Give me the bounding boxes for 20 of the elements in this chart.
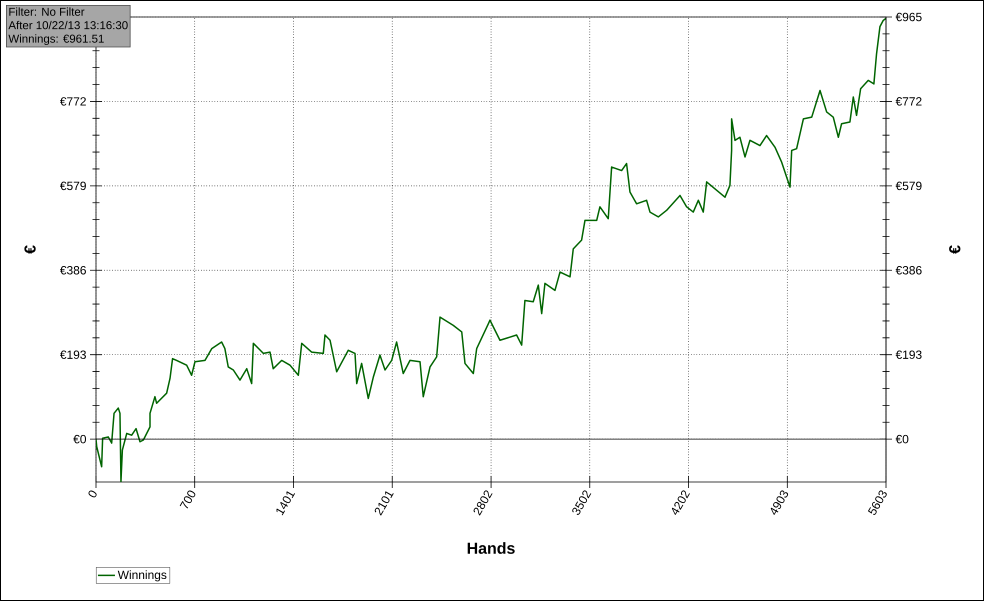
- y2-tick-label: €579: [896, 182, 922, 190]
- y2-tick-label: €772: [896, 97, 922, 106]
- y-tick-label: €386: [60, 266, 86, 274]
- y-tick-label: €0: [73, 434, 86, 444]
- y-tick-label: €193: [60, 350, 86, 359]
- annotation: After 10/22/13 13:16:30: [8, 20, 128, 30]
- x-tick-label: 0: [88, 490, 97, 498]
- y-axis-title: €: [24, 245, 36, 254]
- y2-axis-title: €: [949, 245, 960, 254]
- y2-tick-label: €0: [896, 434, 908, 444]
- annotation: Winnings: €961.51: [8, 34, 104, 45]
- legend-label: Winnings: [118, 570, 166, 582]
- x-tick-label: 700: [180, 490, 196, 509]
- text: Filter: No Filter: [9, 7, 84, 16]
- y-tick-label: €772: [60, 97, 86, 106]
- y2-tick-label: €965: [896, 12, 922, 22]
- y-tick-label: €579: [60, 182, 86, 190]
- y2-tick-label: €193: [896, 350, 922, 359]
- y2-tick-label: €386: [896, 266, 922, 274]
- x-axis-title: Hands: [468, 542, 515, 554]
